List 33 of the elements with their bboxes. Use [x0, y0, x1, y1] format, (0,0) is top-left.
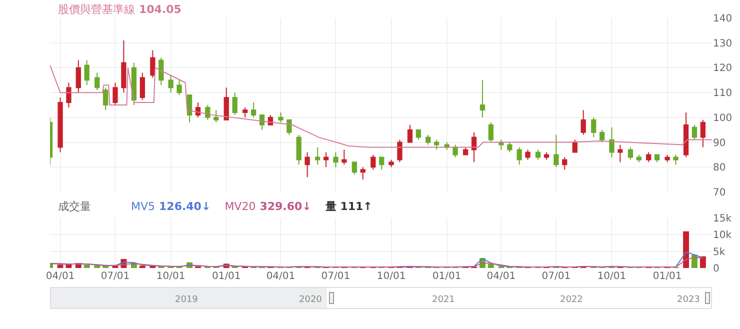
text: 量 111↑ [325, 200, 372, 213]
y-tick-label: 0 [713, 264, 720, 274]
y-tick-label: 140 [713, 14, 732, 24]
x-tick-label: 07/01 [542, 271, 571, 282]
y-tick-label: 15k [713, 214, 732, 224]
text: 104.05 [139, 3, 182, 16]
y-tick-label: 100 [713, 112, 732, 124]
x-tick-label: 07/01 [321, 271, 350, 282]
x-tick-label: 10/01 [376, 271, 406, 282]
y-tick-label: 130 [713, 38, 732, 50]
y-tick-label: 110 [713, 88, 732, 100]
y-tick-label: 70 [713, 188, 726, 198]
text: MV20 [224, 200, 256, 213]
x-tick-label: 04/01 [266, 271, 296, 282]
y-tick-label: 10k [713, 230, 732, 242]
text: MV5 [131, 200, 156, 213]
x-tick-label: 01/01 [212, 271, 241, 282]
y-tick-label: 120 [713, 63, 732, 74]
chart-title: 成交量 [58, 200, 91, 213]
x-tick-label: 04/01 [46, 271, 75, 282]
x-tick-label: 10/01 [597, 271, 626, 282]
y-tick-label: 5k [713, 246, 726, 258]
text: 329.60↓ [260, 200, 312, 213]
y-tick-label: 80 [713, 162, 726, 174]
y-tick-label: 90 [713, 138, 726, 149]
text: 126.40↓ [159, 200, 211, 213]
x-tick-label: 04/01 [486, 271, 516, 282]
text: 股價與營基準線 [58, 3, 135, 16]
x-tick-label: 01/01 [432, 271, 462, 282]
x-tick-label: 01/01 [652, 271, 682, 282]
x-tick-label: 10/01 [156, 271, 186, 282]
x-tick-label: 07/01 [100, 271, 130, 282]
range-slider: 2019 2020 2021 2022 2023 [50, 287, 712, 309]
